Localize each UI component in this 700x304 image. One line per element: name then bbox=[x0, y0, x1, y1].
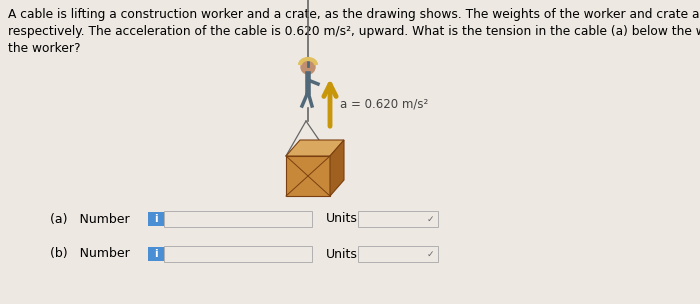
Text: i: i bbox=[154, 249, 158, 259]
Circle shape bbox=[301, 60, 315, 74]
Text: i: i bbox=[154, 214, 158, 224]
Polygon shape bbox=[330, 140, 344, 196]
Text: Units: Units bbox=[326, 212, 358, 226]
Text: (a)   Number: (a) Number bbox=[50, 212, 130, 226]
FancyBboxPatch shape bbox=[164, 211, 312, 227]
Polygon shape bbox=[286, 140, 344, 156]
Text: (b)   Number: (b) Number bbox=[50, 247, 130, 261]
Text: ✓: ✓ bbox=[426, 215, 434, 223]
FancyBboxPatch shape bbox=[164, 246, 312, 262]
Text: ✓: ✓ bbox=[426, 250, 434, 258]
FancyBboxPatch shape bbox=[148, 247, 164, 261]
FancyBboxPatch shape bbox=[358, 211, 438, 227]
FancyBboxPatch shape bbox=[148, 212, 164, 226]
FancyBboxPatch shape bbox=[358, 246, 438, 262]
Text: a = 0.620 m/s²: a = 0.620 m/s² bbox=[340, 98, 428, 110]
Polygon shape bbox=[286, 156, 330, 196]
Text: A cable is lifting a construction worker and a crate, as the drawing shows. The : A cable is lifting a construction worker… bbox=[8, 8, 700, 55]
Text: Units: Units bbox=[326, 247, 358, 261]
